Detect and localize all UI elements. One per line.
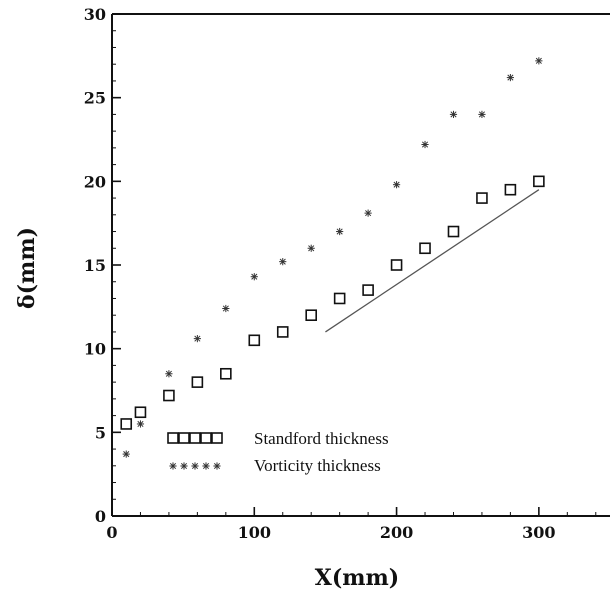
square-marker [476,192,488,204]
star-marker [478,110,486,118]
reference-line [325,189,540,333]
y-tick-label: 30 [84,5,106,24]
square-marker [362,284,374,296]
square-marker [333,292,346,305]
square-marker [134,406,147,419]
x-tick-label: 300 [522,523,555,542]
star-marker [421,140,429,149]
square-marker [305,309,318,322]
square-marker [163,389,175,402]
y-tick-label: 5 [95,423,106,442]
legend-label-vorticity: Vorticity thickness [254,456,381,475]
y-tick-label: 15 [84,256,106,275]
legend-star [213,462,221,470]
square-marker [276,326,289,338]
square-marker [220,367,232,380]
legend: Standford thickness Vorticity thickness [167,429,389,475]
star-marker [336,227,344,236]
square-marker [248,334,261,347]
square-marker [533,175,545,188]
data-marks [120,57,545,458]
y-axis-title: δ(mm) [14,227,40,309]
x-tick-label: 0 [106,523,117,542]
legend-star [191,462,199,470]
legend-square-symbols [167,432,223,444]
star-marker [165,370,173,378]
square-marker [191,376,204,388]
x-tick-label: 200 [380,523,413,542]
y-tick-label: 20 [84,172,106,191]
star-marker [250,273,258,281]
legend-square [200,432,212,444]
legend-square [178,432,190,444]
legend-star [169,462,177,470]
reference-line-group [325,189,540,333]
square-marker [419,242,431,255]
star-marker [392,181,401,189]
legend-star [202,462,210,470]
legend-entry-standford: Standford thickness [167,429,389,448]
square-marker [504,183,517,196]
y-tick-label: 0 [95,507,106,526]
square-marker [447,225,460,238]
x-axis-title: X(mm) [315,565,399,591]
y-tick-label: 25 [84,89,106,108]
square-marker [390,259,403,271]
star-marker [279,258,287,266]
star-marker [535,57,543,65]
star-marker [364,209,372,217]
legend-square [189,432,201,444]
x-tick-label: 100 [238,523,271,542]
legend-label-standford: Standford thickness [254,429,389,448]
star-marker [506,73,514,82]
star-marker [136,420,145,428]
square-marker [120,418,133,430]
legend-entry-vorticity: Vorticity thickness [169,456,381,475]
star-marker [122,450,130,458]
star-marker [193,335,201,343]
legend-square [167,432,179,444]
star-marker [222,304,230,313]
legend-star [180,462,188,470]
legend-star-symbols [169,462,221,470]
star-marker [449,110,458,118]
star-marker [307,244,315,252]
legend-square [211,432,223,444]
y-tick-label: 10 [84,340,106,359]
